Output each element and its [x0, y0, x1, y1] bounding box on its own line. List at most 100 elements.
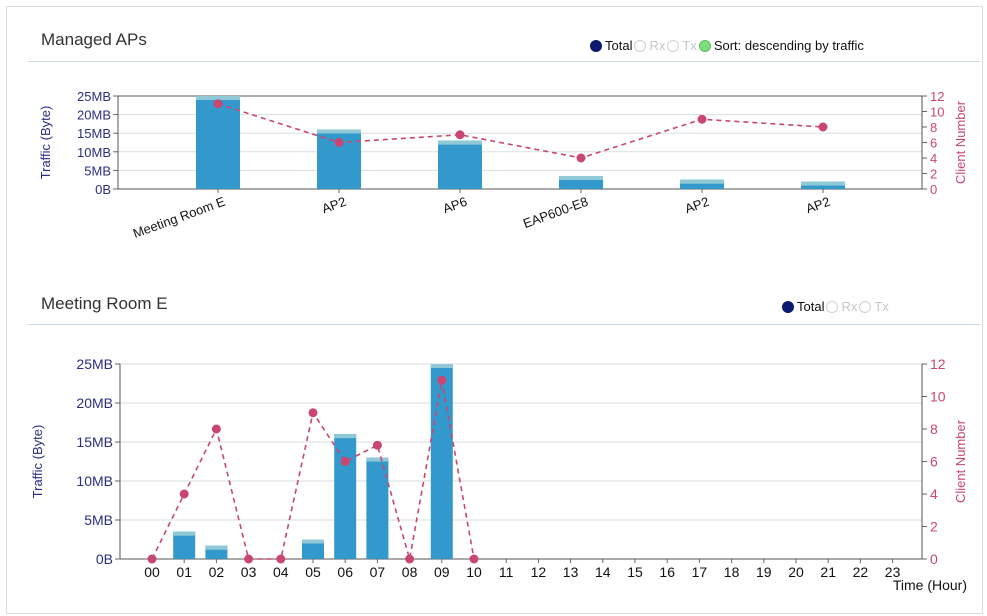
y-right-tick-label: 12: [930, 89, 944, 104]
y-right-tick-label: 0: [930, 182, 937, 197]
x-axis-title: Time (Hour): [893, 577, 967, 593]
client-number-point: [276, 554, 286, 564]
client-number-point: [818, 122, 828, 132]
x-tick-label: 18: [724, 564, 740, 580]
x-tick-label: 16: [659, 564, 675, 580]
legend-rx-label: Rx: [649, 38, 666, 53]
traffic-bar: [430, 364, 453, 559]
traffic-bar: [334, 434, 357, 559]
legend-total-toggle-2[interactable]: Total: [782, 299, 824, 314]
legend-total-toggle[interactable]: Total: [590, 38, 632, 53]
y-axis-title: Traffic (Byte): [38, 106, 53, 180]
x-tick-label: 23: [885, 564, 901, 580]
sort-toggle[interactable]: Sort: descending by traffic: [698, 38, 864, 53]
y-axis-title: Traffic (Byte): [30, 425, 45, 499]
x-tick-label: 12: [531, 564, 547, 580]
y-tick-label: 5MB: [84, 512, 113, 528]
client-number-line: [151, 380, 475, 560]
rx-dot-icon: [634, 39, 647, 52]
panel-divider-2: [28, 324, 980, 325]
y-right-tick-label: 10: [930, 389, 946, 405]
y-tick-label: 0B: [96, 551, 113, 567]
client-number-point: [697, 114, 707, 124]
client-number-line: [217, 102, 824, 159]
x-tick-label: 00: [144, 564, 160, 580]
sort-label: Sort: descending by traffic: [713, 38, 864, 53]
y-right-tick-label: 2: [930, 519, 938, 535]
x-tick-label: 10: [466, 564, 482, 580]
legend-rx-toggle[interactable]: Rx: [634, 38, 665, 53]
x-tick-label: 22: [853, 564, 869, 580]
total-dot-icon: [590, 39, 602, 52]
legend-total-label-2: Total: [797, 299, 825, 314]
panel-title-meeting-room-e: Meeting Room E: [41, 294, 168, 313]
x-tick-label: 20: [788, 564, 804, 580]
traffic-bar: [196, 96, 240, 189]
legend-rx-label-2: Rx: [841, 299, 858, 314]
y-tick-label: 25MB: [76, 356, 113, 372]
traffic-bar-cap: [366, 457, 389, 462]
y-right-axis-title: Client Number: [953, 100, 968, 184]
client-number-point: [437, 375, 447, 385]
client-number-point: [334, 138, 344, 147]
y-right-tick-label: 6: [930, 136, 937, 151]
x-tick-label: 03: [241, 564, 257, 580]
client-number-point: [372, 440, 382, 450]
x-tick-label: 06: [337, 564, 353, 580]
y-right-tick-label: 12: [930, 356, 946, 372]
client-number-point: [211, 424, 221, 434]
x-tick-label: 19: [756, 564, 772, 580]
y-tick-label: 5MB: [84, 163, 111, 178]
client-number-point: [469, 554, 479, 564]
traffic-bar-cap: [438, 140, 482, 145]
x-tick-label: 14: [595, 564, 611, 580]
legend-total-label: Total: [605, 38, 633, 53]
traffic-bar-cap: [559, 175, 603, 180]
traffic-bar-cap: [430, 364, 453, 368]
y-tick-label: 15MB: [76, 434, 113, 450]
client-number-point: [179, 489, 189, 499]
x-tick-label: 05: [305, 564, 321, 580]
x-tick-label: 02: [209, 564, 225, 580]
traffic-bar: [438, 140, 482, 189]
y-right-tick-label: 8: [930, 421, 938, 437]
client-number-point: [405, 554, 415, 564]
client-number-point: [244, 554, 254, 564]
legend-tx-label-2: Tx: [874, 299, 889, 314]
total-dot-icon: [782, 300, 794, 313]
y-tick-label: 10MB: [77, 145, 111, 160]
y-right-tick-label: 4: [930, 151, 937, 166]
legend-tx-toggle-2[interactable]: Tx: [859, 299, 889, 314]
y-right-tick-label: 2: [930, 167, 937, 182]
y-right-tick-label: 8: [930, 120, 937, 135]
panel-title-managed-aps: Managed APs: [41, 30, 147, 49]
traffic-bar: [173, 531, 196, 559]
y-tick-label: 25MB: [77, 89, 111, 104]
x-tick-label: 08: [402, 564, 418, 580]
y-right-axis-title: Client Number: [953, 419, 968, 503]
x-tick-label: 07: [370, 564, 386, 580]
legend-managed-aps: Total Rx Tx Sort: descending by traffic: [588, 38, 864, 53]
tx-dot-icon: [859, 300, 872, 313]
y-tick-label: 20MB: [76, 395, 113, 411]
client-number-point: [147, 554, 157, 564]
y-tick-label: 15MB: [77, 126, 111, 141]
tx-dot-icon: [667, 39, 680, 52]
legend-rx-toggle-2[interactable]: Rx: [826, 299, 857, 314]
client-number-point: [308, 408, 318, 418]
legend-meeting-room-e: Total Rx Tx: [780, 299, 889, 314]
y-right-tick-label: 6: [930, 454, 938, 470]
traffic-bar-cap: [302, 539, 324, 544]
x-tick-label: 15: [627, 564, 643, 580]
y-right-tick-label: 4: [930, 486, 938, 502]
traffic-bar: [302, 539, 324, 559]
traffic-bar-cap: [196, 96, 240, 100]
x-tick-label: 13: [563, 564, 579, 580]
legend-tx-toggle[interactable]: Tx: [667, 38, 697, 53]
panel-divider-1: [28, 61, 980, 62]
client-number-point: [213, 99, 223, 109]
x-tick-label: 17: [692, 564, 708, 580]
traffic-bar-cap: [205, 545, 228, 550]
